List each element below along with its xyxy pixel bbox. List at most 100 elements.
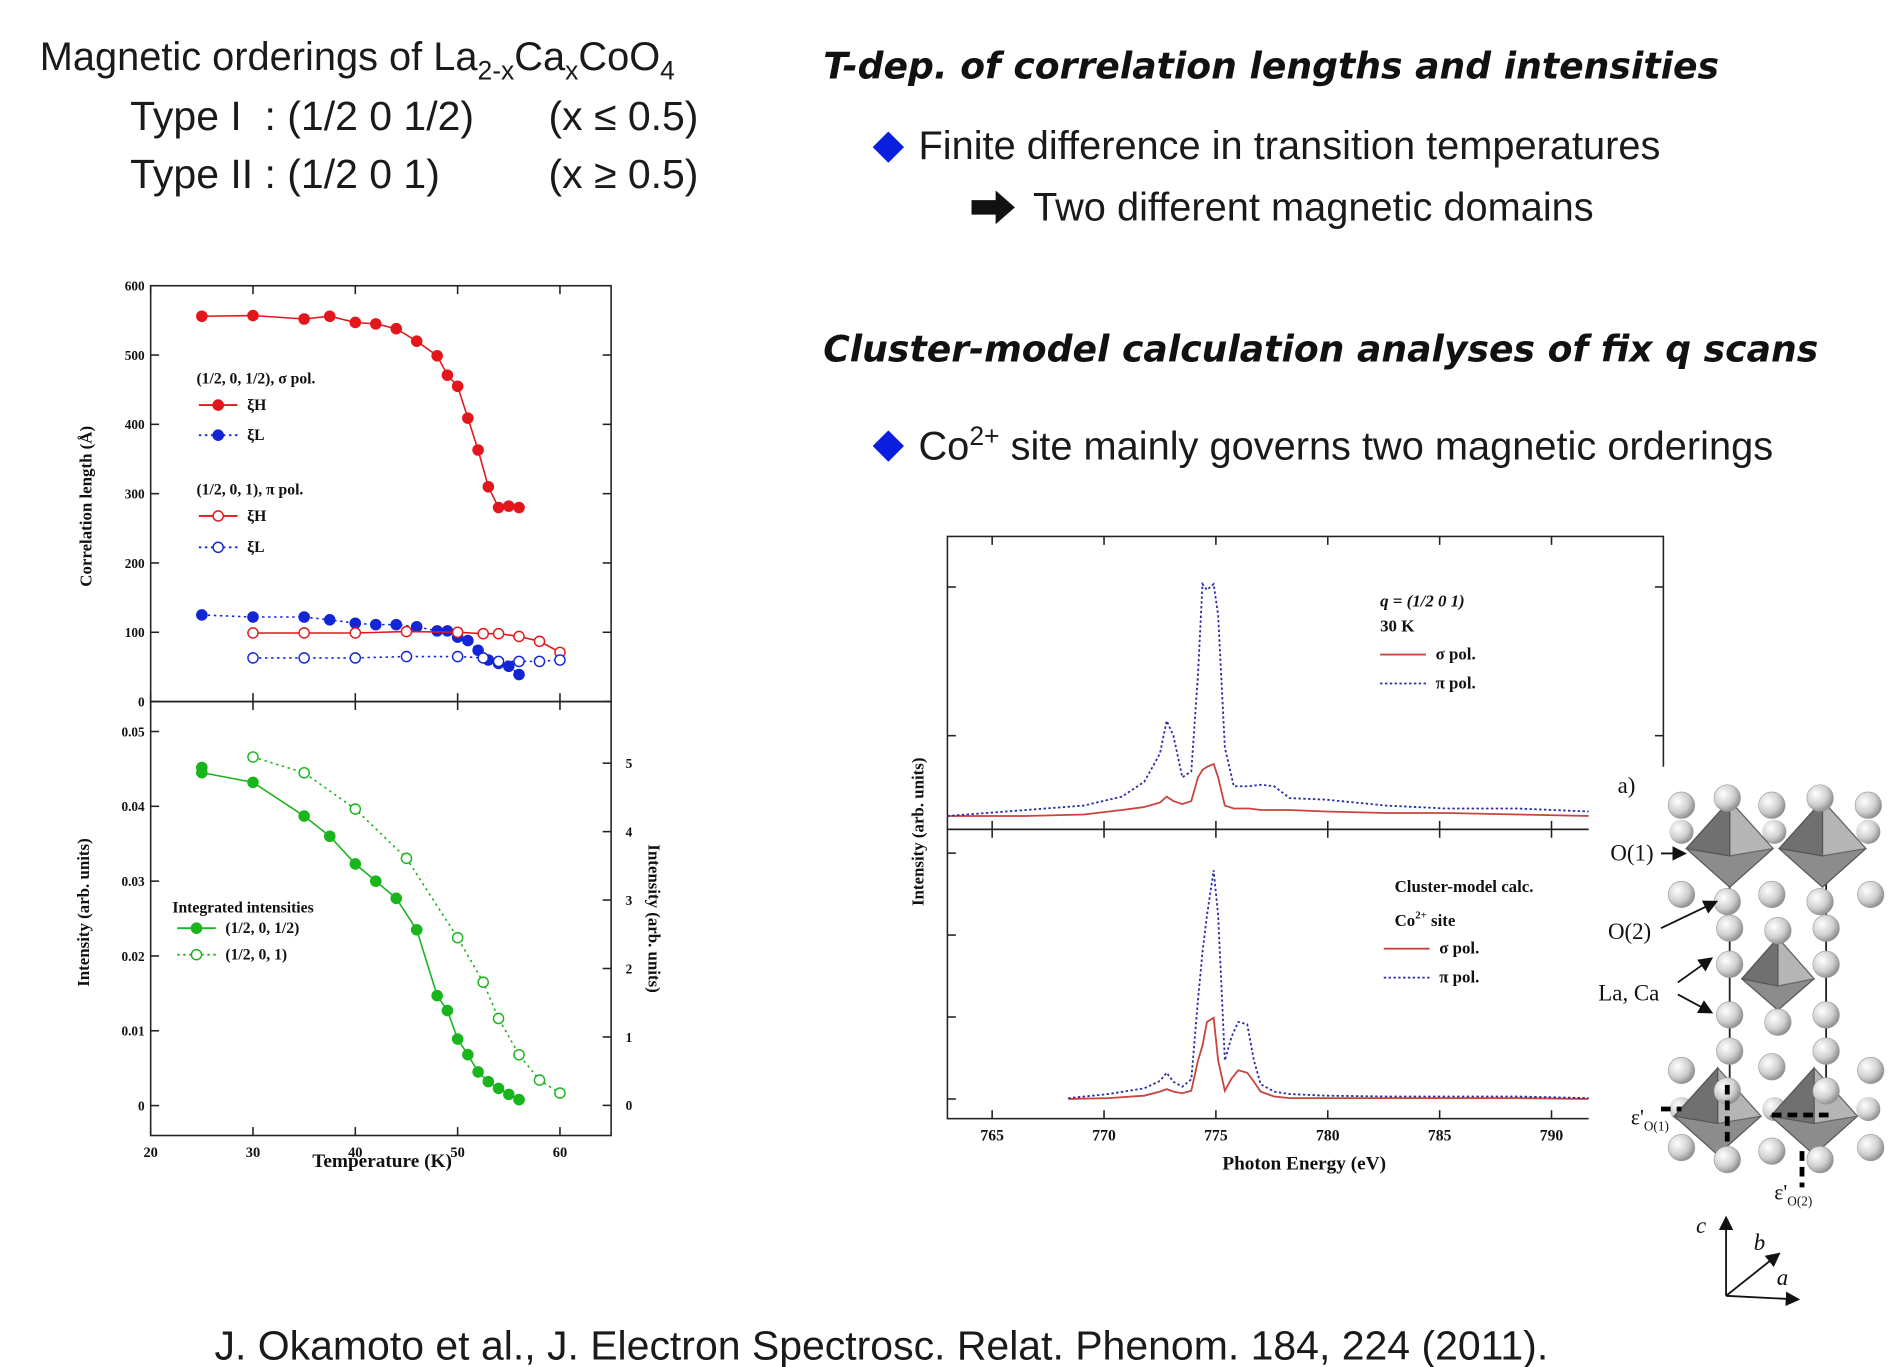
data-point [478,629,488,639]
text-part: Magnetic orderings of La [40,35,479,79]
type-two: Type II : (1/2 0 1) [130,151,440,197]
data-point [442,626,452,636]
x-tick-label: 60 [553,1145,567,1161]
data-point [504,501,514,511]
text-part: O(1) [1644,1119,1669,1134]
data-point [350,628,360,638]
y2-axis-label: Intensity (arb. units) [644,844,663,992]
heading: Cluster-model calculation analyses of fi… [823,328,1818,371]
data-point [401,651,411,661]
text-part: 2+ [1415,910,1427,922]
legend-marker [213,400,223,410]
data-point [453,1034,463,1044]
data-point [514,656,524,666]
y2-tick-label: 3 [626,893,633,908]
data-point [325,831,335,841]
data-point [432,351,442,361]
atom [1668,881,1695,908]
data-point [494,502,504,512]
atom [1813,1038,1840,1065]
atom [1857,1057,1884,1084]
data-point [453,933,463,943]
data-point [299,314,309,324]
data-point [514,502,524,512]
atom [1856,1097,1880,1121]
x-tick-label: 780 [1316,1127,1340,1144]
legend-label: π pol. [1439,967,1479,986]
structure-label: c [1696,1213,1706,1238]
data-point [473,1067,483,1077]
data-point [248,777,258,787]
legend-title: Cluster-model calc. [1395,877,1534,896]
structure-label: a [1777,1265,1788,1290]
data-point [483,1077,493,1087]
data-point [325,311,335,321]
legend-title: Integrated intensities [172,900,313,917]
atom [1857,881,1884,908]
atom [1759,1138,1786,1165]
data-point [453,381,463,391]
text-part: Co [918,424,969,468]
structure-label: O(2) [1608,919,1651,944]
y-tick-label: 0.04 [121,799,145,814]
x-tick-label: 785 [1428,1127,1452,1144]
atom [1813,915,1840,942]
y2-tick-label: 2 [626,961,633,976]
data-point [412,925,422,935]
y2-tick-label: 0 [626,1098,633,1113]
data-point [401,627,411,637]
slide-title: Magnetic orderings of La2-xCaxCoO4 [40,35,675,86]
legend-label: σ pol. [1436,644,1476,663]
atom [1714,785,1741,812]
type-one: Type I : (1/2 0 1/2) [130,93,474,139]
atom [1668,1057,1695,1084]
x-axis-label: Photon Energy (eV) [1222,1153,1386,1174]
atom [1714,888,1741,915]
data-point [514,1095,524,1105]
legend-marker [213,511,223,521]
legend-title: (1/2, 0, 1), π pol. [196,481,303,498]
data-point [412,336,422,346]
atom [1714,1146,1741,1173]
data-point [350,618,360,628]
y-tick-label: 500 [125,348,145,363]
data-point [463,1050,473,1060]
atom [1807,785,1834,812]
data-point [299,768,309,778]
legend-title: 30 K [1380,617,1414,636]
data-point [350,653,360,663]
data-point [534,656,544,666]
legend-marker [213,430,223,440]
citation: J. Okamoto et al., J. Electron Spectrosc… [215,1323,1549,1367]
legend-label: ξL [247,427,264,444]
legend-marker [191,923,201,933]
slide: Magnetic orderings of La2-xCaxCoO4 Type … [0,0,1890,1367]
data-point [248,628,258,638]
y-tick-label: 0.03 [121,874,145,889]
data-point [248,612,258,622]
legend-label: σ pol. [1439,939,1479,958]
text-part: Ca [514,35,566,79]
text-part: Co [1395,911,1416,930]
y-tick-label: 0 [138,694,145,709]
data-point [350,859,360,869]
data-point [483,482,493,492]
data-point [401,853,411,863]
legend-marker [213,542,223,552]
data-point [514,631,524,641]
data-point [534,636,544,646]
heading: T-dep. of correlation lengths and intens… [823,44,1719,87]
data-point [442,1006,452,1016]
data-point [514,669,524,679]
atom [1716,915,1743,942]
atom [1807,888,1834,915]
data-point [432,991,442,1001]
y-tick-label: 400 [125,417,145,432]
data-point [555,655,565,665]
data-point [453,651,463,661]
atom [1668,792,1695,819]
legend-label: (1/2, 0, 1/2) [225,920,299,937]
data-point [391,893,401,903]
data-point [478,653,488,663]
atom [1759,792,1786,819]
